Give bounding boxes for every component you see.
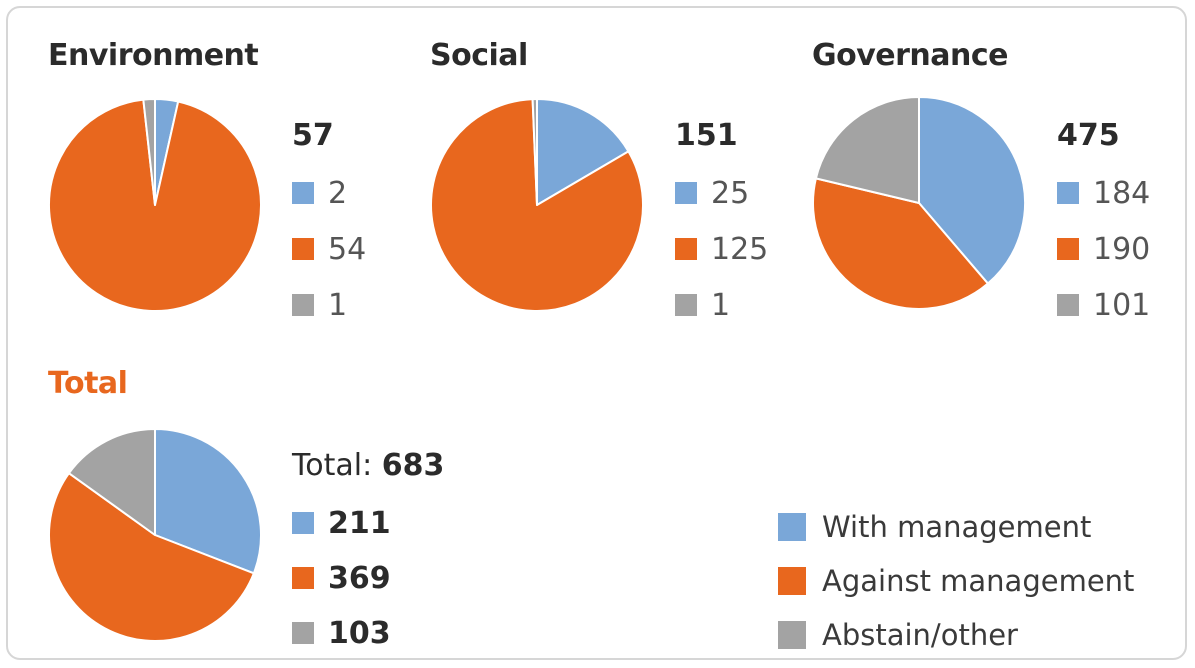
swatch-abstain (675, 294, 697, 316)
environment-with-value: 2 (328, 175, 348, 211)
pie-slice-abstain-other (67, 428, 156, 536)
social-abstain-value: 1 (711, 287, 731, 323)
total-count-line: Total: 683 (292, 448, 444, 483)
social-with-management-item: 25 (675, 175, 750, 211)
pie-slice-with-management (918, 96, 1027, 285)
environment-against-management-item: 54 (292, 231, 367, 267)
governance-with-value: 184 (1093, 175, 1151, 211)
total-prefix: Total: (292, 448, 382, 483)
governance-total-count: 475 (1057, 118, 1120, 153)
pie-slice-against-management (48, 472, 255, 642)
swatch-with (292, 182, 314, 204)
pie-chart-environment (47, 97, 262, 312)
swatch-against (292, 238, 314, 260)
pie-slice-against-management (812, 177, 989, 311)
pie-slice-with-management (536, 98, 630, 206)
social-against-value: 125 (711, 231, 769, 267)
total-against-management-item: 369 (292, 560, 391, 596)
chart-title-environment: Environment (48, 38, 259, 73)
pie-slice-abstain-other (142, 97, 156, 206)
total-abstain-value: 103 (328, 615, 391, 651)
swatch-with (778, 513, 806, 541)
chart-title-social: Social (430, 38, 528, 73)
legend-label-abstain: Abstain/other (822, 618, 1018, 652)
governance-against-value: 190 (1093, 231, 1151, 267)
governance-abstain-item: 101 (1057, 287, 1151, 323)
swatch-with (675, 182, 697, 204)
chart-title-governance: Governance (812, 38, 1009, 73)
legend-item-abstain-other: Abstain/other (778, 608, 1134, 662)
pie-slice-abstain-other (531, 97, 538, 206)
swatch-against (1057, 238, 1079, 260)
legend-label-against: Against management (822, 564, 1135, 598)
swatch-against (675, 238, 697, 260)
chart-title-total: Total (48, 366, 128, 401)
legend-item-against-management: Against management (778, 554, 1134, 608)
pie-slice-with-management (154, 428, 262, 575)
environment-total-count: 57 (292, 118, 334, 153)
swatch-abstain (292, 622, 314, 644)
governance-against-management-item: 190 (1057, 231, 1151, 267)
environment-with-management-item: 2 (292, 175, 348, 211)
governance-abstain-value: 101 (1093, 287, 1151, 323)
swatch-with (1057, 182, 1079, 204)
total-count: 683 (381, 448, 445, 483)
environment-against-value: 54 (328, 231, 367, 267)
total-with-management-item: 211 (292, 505, 391, 541)
swatch-against (292, 567, 314, 589)
environment-abstain-value: 1 (328, 287, 348, 323)
pie-chart-total (48, 428, 262, 642)
social-against-management-item: 125 (675, 231, 769, 267)
swatch-abstain (292, 294, 314, 316)
legend-label-with: With management (822, 510, 1092, 544)
pie-chart-governance (812, 96, 1027, 311)
swatch-abstain (1057, 294, 1079, 316)
environment-abstain-item: 1 (292, 287, 348, 323)
legend-item-with-management: With management (778, 500, 1134, 554)
chart-legend: With management Against management Absta… (778, 500, 1134, 662)
total-with-value: 211 (328, 505, 391, 541)
pie-chart-social (430, 97, 644, 312)
total-abstain-item: 103 (292, 615, 391, 651)
governance-with-management-item: 184 (1057, 175, 1151, 211)
swatch-abstain (778, 621, 806, 649)
swatch-against (778, 567, 806, 595)
social-abstain-item: 1 (675, 287, 731, 323)
pie-slice-abstain-other (814, 96, 920, 204)
swatch-with (292, 512, 314, 534)
total-against-value: 369 (328, 560, 391, 596)
social-with-value: 25 (711, 175, 750, 211)
social-total-count: 151 (675, 118, 738, 153)
